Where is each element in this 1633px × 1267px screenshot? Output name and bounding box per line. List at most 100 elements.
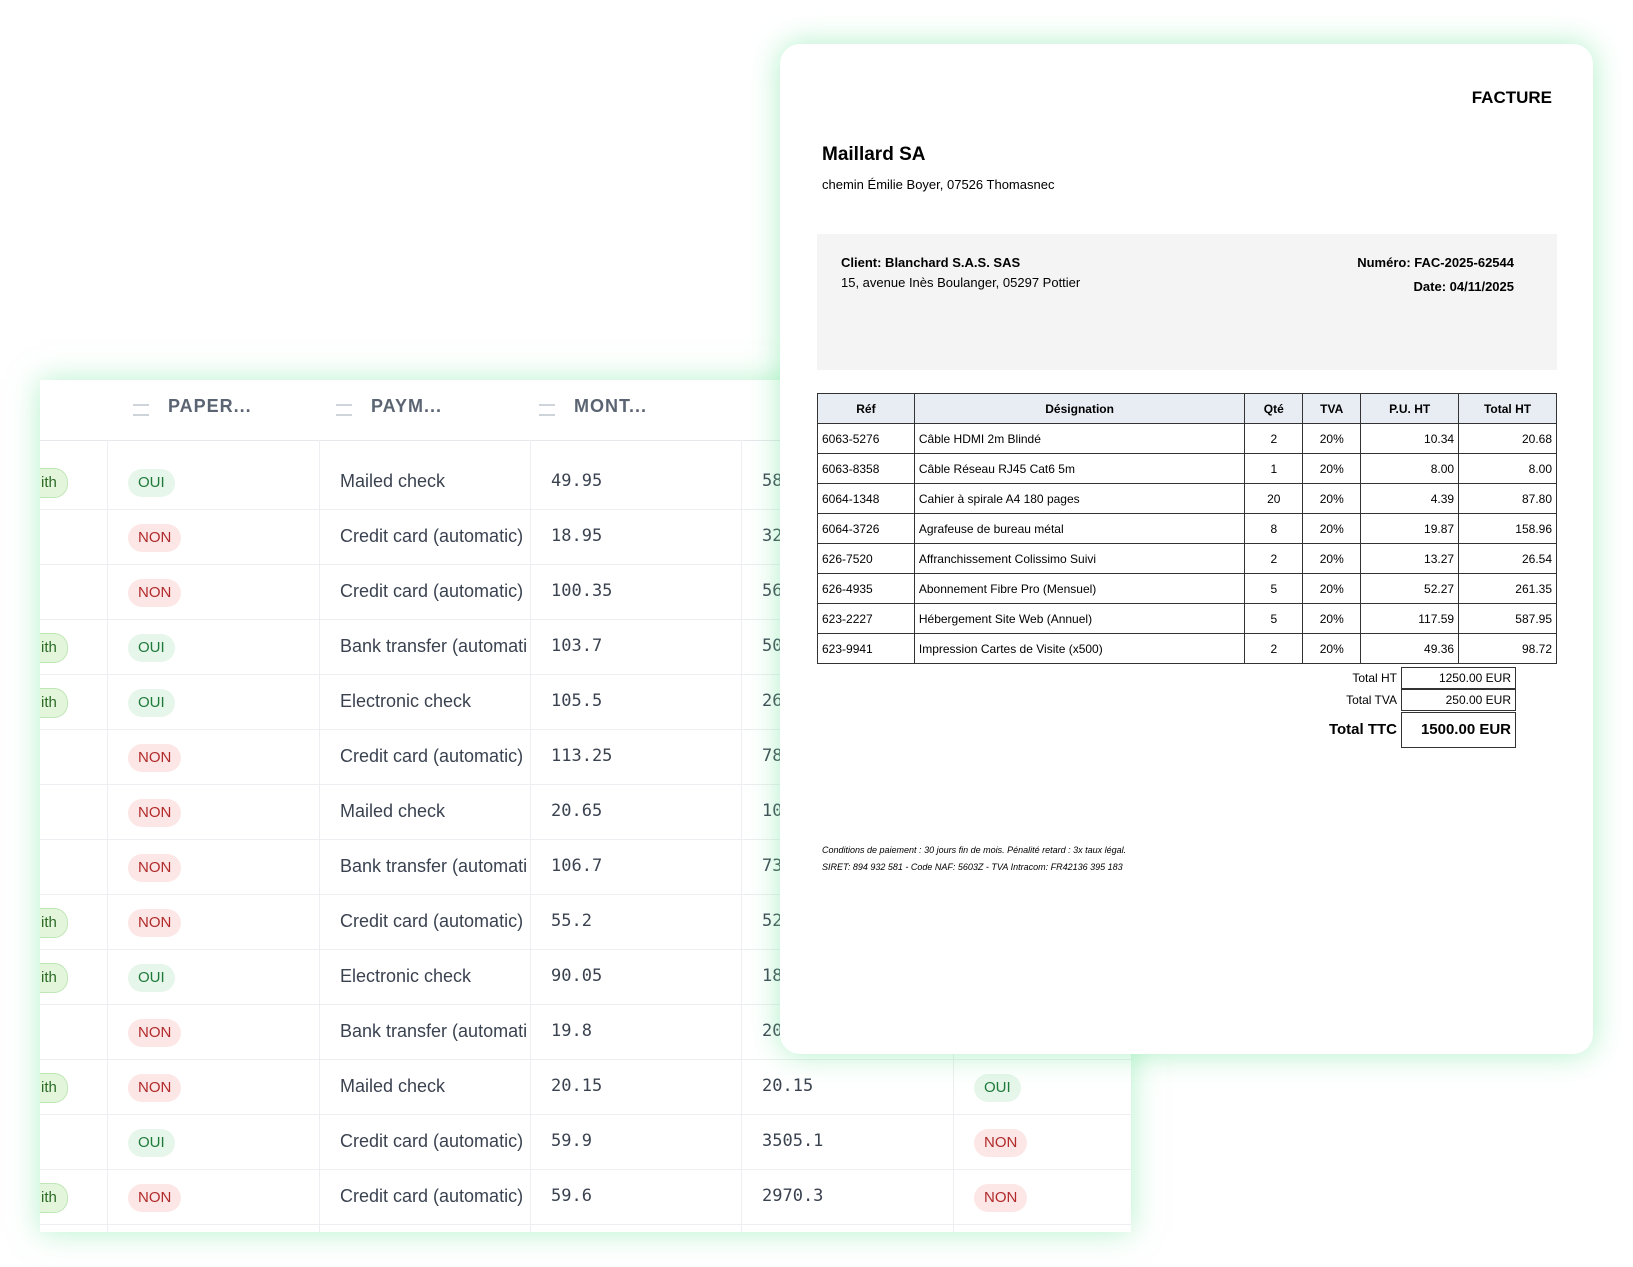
invoice-line: 623-9941 Impression Cartes de Visite (x50… (817, 633, 1557, 664)
cell: 158.96 (1458, 513, 1557, 544)
row-divider (40, 509, 1131, 510)
invoice-line: 6063-5276 Câble HDMI 2m Blindé 2 20% 10.34 20… (817, 423, 1557, 454)
cell: Mailed check (340, 1076, 446, 1096)
cell: NON (974, 1169, 1131, 1224)
cell: 20% (1302, 603, 1362, 634)
column-divider (741, 440, 742, 1232)
status-chip: OUI (128, 689, 175, 717)
status-chip: NON (128, 524, 182, 552)
cell: Credit card (automatic) (340, 1186, 524, 1206)
row-divider (40, 564, 1131, 565)
cell: Bank transfer (automati (340, 856, 528, 876)
status-chip: ith (40, 1073, 68, 1103)
cell: 6063-8358 (817, 453, 915, 484)
cell: 100.35 (551, 581, 613, 601)
cell: 59.9 (551, 1131, 592, 1151)
row-divider (40, 1059, 1131, 1060)
column-divider (319, 440, 320, 1232)
cell: 6064-1348 (817, 483, 915, 514)
cell: 20.15 (762, 1076, 814, 1096)
cell: 20.68 (1458, 423, 1557, 454)
row-divider (40, 1169, 1131, 1170)
invoice: FACTURE Maillard SA chemin Émilie Boyer,… (780, 44, 1593, 1054)
cell: 56 (762, 581, 783, 601)
cell: 73 (762, 856, 783, 876)
cell: Bank transfer (automati (340, 636, 528, 656)
cell: 117.59 (1360, 603, 1460, 634)
cell: ith (40, 619, 100, 674)
cell: 18 (762, 966, 783, 986)
status-chip: NON (128, 799, 182, 827)
company-address: chemin Émilie Boyer, 07526 Thomasnec (822, 177, 1055, 192)
cell: Credit card (automatic) (340, 581, 524, 601)
status-chip: NON (128, 744, 182, 772)
status-chip: NON (974, 1184, 1028, 1212)
cell: 20% (1302, 483, 1362, 514)
cell: Bank transfer (automati (340, 1021, 528, 1041)
cell: ith (40, 1169, 100, 1224)
header-row (40, 380, 1131, 441)
cell: Impression Cartes de Visite (x500) (913, 633, 1246, 664)
header-grip (539, 404, 555, 416)
status-chip: NON (128, 1019, 182, 1047)
client-address: 15, avenue Inès Boulanger, 05297 Pottier (841, 275, 1081, 290)
client-box: Client: Blanchard S.A.S. SAS 15, avenue … (817, 234, 1557, 370)
cell: 261.35 (1458, 573, 1557, 604)
invoice-date: Date: 04/11/2025 (1413, 279, 1514, 294)
cell: 2 (1244, 633, 1304, 664)
cell: 26.54 (1458, 543, 1557, 574)
row-divider (40, 894, 1131, 895)
cell: 55.2 (551, 911, 592, 931)
cell: OUI (128, 949, 318, 1004)
cell: 8.00 (1458, 453, 1557, 484)
cell: ith (40, 454, 100, 509)
client: Client: Blanchard S.A.S. SAS (841, 255, 1021, 270)
cell: 3505.1 (762, 1131, 824, 1151)
cell: 2 (1244, 543, 1304, 574)
cell: NON (128, 1059, 318, 1114)
column-divider (530, 440, 531, 1232)
invoice-line: 626-7520 Affranchissement Colissimo Suivi… (817, 543, 1557, 574)
column-header: P.U. HT (1360, 393, 1460, 424)
cell: 98.72 (1458, 633, 1557, 664)
total-value: 1250.00 EUR (1401, 667, 1516, 689)
status-chip: OUI (128, 469, 175, 497)
status-chip: NON (128, 909, 182, 937)
cell: 52 (762, 911, 783, 931)
cell: OUI (974, 1059, 1131, 1114)
row-divider (40, 619, 1131, 620)
status-chip: ith (40, 908, 68, 938)
cell: 19.8 (551, 1021, 592, 1041)
cell: 623-9941 (817, 633, 915, 664)
cell: 49.36 (1360, 633, 1460, 664)
status-chip: OUI (128, 634, 175, 662)
cell: 105.5 (551, 691, 603, 711)
cell: 10.34 (1360, 423, 1460, 454)
status-chip: NON (128, 1074, 182, 1102)
row-divider (40, 784, 1131, 785)
cell: Câble HDMI 2m Blindé (913, 423, 1246, 454)
cell: 52.27 (1360, 573, 1460, 604)
cell: 587.95 (1458, 603, 1557, 634)
cell: Hébergement Site Web (Annuel) (913, 603, 1246, 634)
cell: 32 (762, 526, 783, 546)
cell: 18.95 (551, 526, 603, 546)
cell: Credit card (automatic) (340, 911, 524, 931)
cell: 90.05 (551, 966, 603, 986)
invoice-line: 623-2227 Hébergement Site Web (Annuel) 5 20… (817, 603, 1557, 634)
cell: 20% (1302, 513, 1362, 544)
status-chip: ith (40, 963, 68, 993)
invoice-line: 6064-3726 Agrafeuse de bureau métal 8 20% 19… (817, 513, 1557, 544)
cell: 20.15 (551, 1076, 603, 1096)
column-header: PAYM... (371, 396, 443, 416)
total-value: 1500.00 EUR (1401, 712, 1516, 748)
invoice-title: FACTURE (1471, 88, 1552, 107)
column-header: Total HT (1458, 393, 1557, 424)
cell: 106.7 (551, 856, 603, 876)
cell: Credit card (automatic) (340, 1131, 524, 1151)
company: Maillard SA (822, 144, 926, 165)
cell: 59.6 (551, 1186, 592, 1206)
cell: Câble Réseau RJ45 Cat6 5m (913, 453, 1246, 484)
total-value: 250.00 EUR (1401, 689, 1516, 711)
